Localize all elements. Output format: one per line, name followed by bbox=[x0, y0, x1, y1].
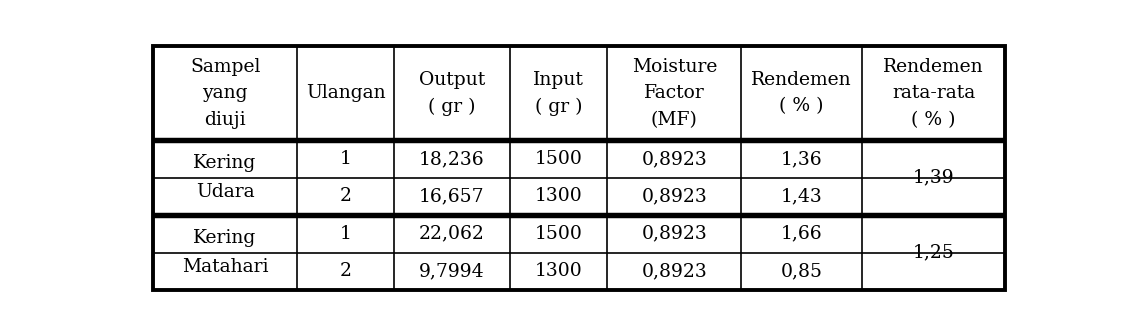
Text: 2: 2 bbox=[340, 187, 351, 205]
Text: 1: 1 bbox=[340, 225, 351, 243]
Text: 1,39: 1,39 bbox=[913, 168, 955, 186]
Text: 0,8923: 0,8923 bbox=[642, 150, 707, 168]
Text: 1,66: 1,66 bbox=[781, 225, 822, 243]
Text: Sampel
yang
diuji: Sampel yang diuji bbox=[190, 58, 260, 129]
Text: 22,062: 22,062 bbox=[420, 225, 485, 243]
Text: 1,25: 1,25 bbox=[912, 243, 955, 261]
Text: 1300: 1300 bbox=[535, 187, 582, 205]
Text: 18,236: 18,236 bbox=[420, 150, 485, 168]
Text: 1300: 1300 bbox=[535, 262, 582, 280]
Text: 1,43: 1,43 bbox=[781, 187, 822, 205]
Text: 1,36: 1,36 bbox=[781, 150, 822, 168]
Text: Ulangan: Ulangan bbox=[305, 84, 385, 102]
Text: Output
( gr ): Output ( gr ) bbox=[419, 71, 485, 116]
Text: 1500: 1500 bbox=[534, 225, 582, 243]
Text: Input
( gr ): Input ( gr ) bbox=[533, 71, 583, 116]
Text: Moisture
Factor
(MF): Moisture Factor (MF) bbox=[632, 58, 717, 129]
Text: 9,7994: 9,7994 bbox=[420, 262, 485, 280]
Text: 0,8923: 0,8923 bbox=[642, 187, 707, 205]
Text: 1500: 1500 bbox=[534, 150, 582, 168]
Text: Kering
Matahari: Kering Matahari bbox=[182, 229, 268, 276]
Text: 0,85: 0,85 bbox=[781, 262, 822, 280]
Text: Rendemen
rata-rata
( % ): Rendemen rata-rata ( % ) bbox=[883, 58, 984, 129]
Text: 1: 1 bbox=[340, 150, 351, 168]
Text: 2: 2 bbox=[340, 262, 351, 280]
Text: Kering
Udara: Kering Udara bbox=[193, 154, 257, 201]
Text: 0,8923: 0,8923 bbox=[642, 262, 707, 280]
Text: Rendemen
( % ): Rendemen ( % ) bbox=[752, 71, 852, 116]
Text: 16,657: 16,657 bbox=[420, 187, 485, 205]
Text: 0,8923: 0,8923 bbox=[642, 225, 707, 243]
